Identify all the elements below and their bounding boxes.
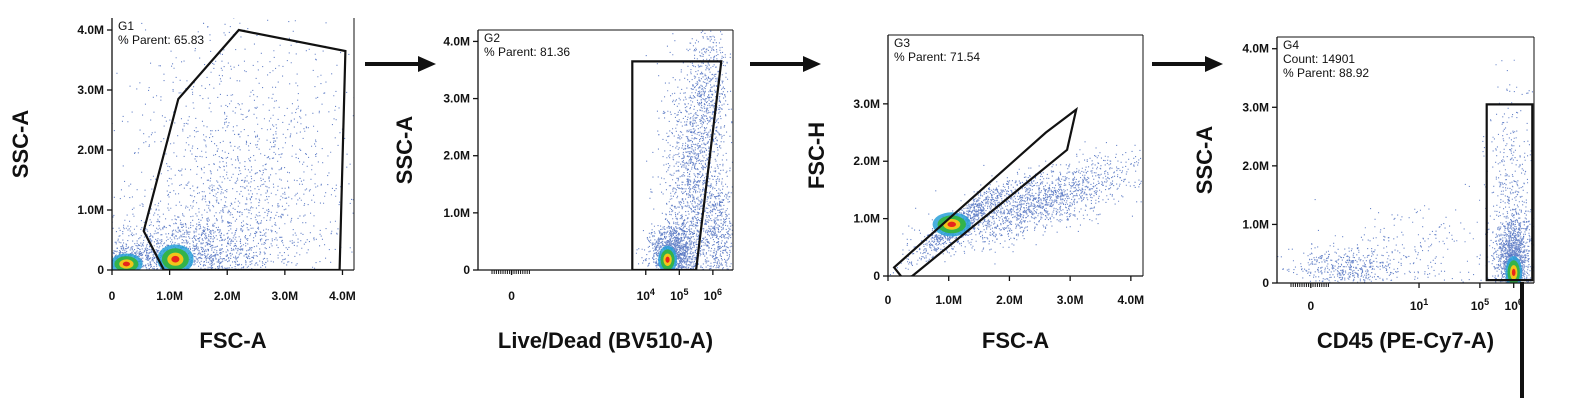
y-tick-label: 4.0M bbox=[443, 34, 470, 48]
plot-4-events bbox=[1277, 59, 1534, 283]
y-axis-label: FSC-H bbox=[804, 122, 829, 189]
x-tick-label: 2.0M bbox=[214, 289, 241, 303]
y-tick-label: 2.0M bbox=[443, 149, 470, 163]
event-cluster-2 bbox=[645, 31, 733, 270]
x-tick-label: 3.0M bbox=[1057, 293, 1084, 307]
x-axis-label: FSC-A bbox=[982, 328, 1049, 353]
plot-1: G1% Parent: 65.83 0 1.0M 2.0M 3.0M 4.0M 0 1.0M 2… bbox=[8, 18, 356, 353]
gate-g4-polygon bbox=[1485, 103, 1534, 282]
y-tick-label: 2.0M bbox=[853, 154, 880, 168]
density-hotspot-1 bbox=[932, 212, 971, 237]
gate-name: G2 bbox=[484, 31, 500, 45]
y-axis-label: SSC-A bbox=[1192, 126, 1217, 195]
y-tick-label: 2.0M bbox=[1242, 159, 1269, 173]
event-cluster-1 bbox=[1487, 192, 1534, 283]
gate-g3-polygon bbox=[892, 106, 1078, 276]
y-tick-label: 3.0M bbox=[77, 83, 104, 97]
x-tick-label: 105 bbox=[1471, 297, 1489, 313]
y-tick-label: 0 bbox=[873, 269, 880, 283]
gate-stat-parent: % Parent: 71.54 bbox=[894, 50, 980, 64]
gate-g2-polygon bbox=[631, 60, 723, 270]
y-axis-label: SSC-A bbox=[8, 110, 33, 179]
plot-2-events bbox=[635, 30, 733, 270]
gate-stat-parent: % Parent: 81.36 bbox=[484, 45, 570, 59]
plot-3: G3% Parent: 71.54 0 1.0M 2.0M 3.0M 0 1.0M 2.0M 3… bbox=[804, 34, 1145, 353]
y-tick-label: 3.0M bbox=[1242, 100, 1269, 114]
x-tick-label: 101 bbox=[1410, 297, 1428, 313]
x-axis-label: CD45 (PE-Cy7-A) bbox=[1317, 328, 1494, 353]
event-cluster-3 bbox=[682, 30, 733, 187]
plot-1-frame bbox=[111, 18, 355, 271]
y-tick-label: 1.0M bbox=[853, 212, 880, 226]
gate-name: G3 bbox=[894, 36, 910, 50]
y-tick-label: 0 bbox=[97, 263, 104, 277]
event-cluster-3 bbox=[1277, 236, 1421, 283]
gate-stat-count: Count: 14901 bbox=[1283, 52, 1355, 66]
x-tick-label: 0 bbox=[508, 289, 515, 303]
gate-g1-polygon bbox=[142, 28, 347, 270]
plot-1-events bbox=[112, 18, 354, 270]
arrow-2 bbox=[750, 56, 821, 72]
y-tick-label: 0 bbox=[463, 263, 470, 277]
y-tick-label: 1.0M bbox=[1242, 217, 1269, 231]
y-tick-label: 1.0M bbox=[443, 206, 470, 220]
density-hotspot-1 bbox=[658, 245, 677, 270]
x-tick-label: 0 bbox=[109, 289, 116, 303]
x-tick-label: 0 bbox=[1307, 299, 1314, 313]
x-tick-label: 104 bbox=[637, 287, 655, 303]
x-axis-label: FSC-A bbox=[199, 328, 266, 353]
gate-stat-parent: % Parent: 88.92 bbox=[1283, 66, 1369, 80]
density-hotspot-2 bbox=[112, 253, 143, 270]
plot-2: G2% Parent: 81.36 0 1.0M 2.0M 3.0M 4.0M 0 104 10… bbox=[392, 29, 734, 353]
gate-stat-parent: % Parent: 65.83 bbox=[118, 33, 204, 47]
x-tick-label: 2.0M bbox=[996, 293, 1023, 307]
y-tick-label: 1.0M bbox=[77, 203, 104, 217]
event-cluster-2 bbox=[112, 58, 354, 270]
y-tick-label: 0 bbox=[1262, 276, 1269, 290]
density-hotspot-1 bbox=[157, 244, 194, 270]
event-cluster-1 bbox=[635, 205, 713, 270]
plot-3-events bbox=[889, 141, 1142, 276]
plot-3-frame bbox=[887, 34, 1144, 277]
event-cluster-2 bbox=[1468, 59, 1533, 283]
y-tick-label: 3.0M bbox=[853, 97, 880, 111]
x-tick-label: 105 bbox=[670, 287, 688, 303]
x-axis-label: Live/Dead (BV510-A) bbox=[498, 328, 713, 353]
arrow-3 bbox=[1152, 56, 1223, 72]
event-cluster-4 bbox=[692, 151, 733, 270]
x-tick-label: 3.0M bbox=[272, 289, 299, 303]
y-axis-label: SSC-A bbox=[392, 116, 417, 185]
gate-name: G1 bbox=[118, 19, 134, 33]
x-tick-label: 106 bbox=[704, 287, 722, 303]
event-cluster-4 bbox=[1311, 183, 1518, 283]
x-tick-label: 1.0M bbox=[935, 293, 962, 307]
y-tick-label: 4.0M bbox=[77, 23, 104, 37]
arrow-1 bbox=[365, 56, 436, 72]
gate-name: G4 bbox=[1283, 38, 1299, 52]
y-tick-label: 3.0M bbox=[443, 92, 470, 106]
x-tick-label: 4.0M bbox=[1118, 293, 1145, 307]
x-tick-label: 4.0M bbox=[329, 289, 356, 303]
density-hotspot-1 bbox=[1505, 256, 1523, 283]
y-tick-label: 4.0M bbox=[1242, 42, 1269, 56]
plots-layer: G1% Parent: 65.83 0 1.0M 2.0M 3.0M 4.0M 0 1.0M 2… bbox=[8, 18, 1535, 353]
event-cluster-1 bbox=[889, 141, 1142, 276]
x-tick-label: 0 bbox=[885, 293, 892, 307]
y-tick-label: 2.0M bbox=[77, 143, 104, 157]
x-tick-label: 1.0M bbox=[156, 289, 183, 303]
